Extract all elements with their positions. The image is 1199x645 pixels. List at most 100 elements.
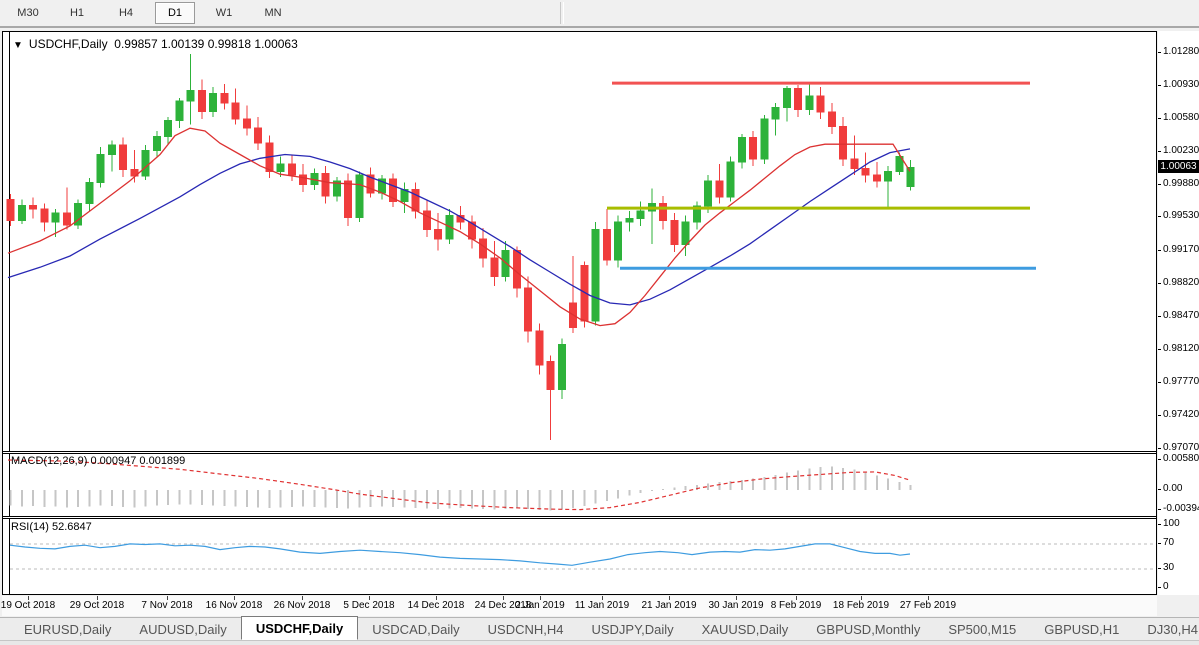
timeframe-button-h1[interactable]: H1	[69, 7, 85, 19]
tab-dj30-h4[interactable]: DJ30,H4	[1147, 622, 1198, 637]
tab-eurusd-daily[interactable]: EURUSD,Daily	[24, 622, 112, 637]
date-label: 16 Nov 2018	[205, 600, 263, 611]
macd-histogram-bar	[257, 490, 259, 508]
chart-window[interactable]: ▼ USDCHF,Daily 0.99857 1.00139 0.99818 1.…	[2, 31, 1157, 595]
macd-histogram-bar	[77, 490, 79, 508]
candle	[141, 150, 150, 177]
tab-usdcnh-h4[interactable]: USDCNH,H4	[487, 622, 564, 637]
macd-histogram-bar	[594, 490, 597, 504]
macd-pane[interactable]	[3, 454, 1156, 516]
macd-tick-label: 0.00	[1163, 483, 1183, 494]
macd-histogram-bar	[785, 472, 788, 490]
macd-histogram-bar	[20, 490, 23, 507]
rsi-pane[interactable]	[3, 519, 1156, 594]
timeframe-button-m30[interactable]: M30	[17, 7, 39, 19]
price-tick-label: 1.01280	[1163, 46, 1199, 57]
candle	[850, 158, 859, 170]
date-tick-mark	[861, 596, 862, 600]
price-tick-mark	[1158, 52, 1161, 53]
date-label: 29 Oct 2018	[69, 600, 125, 611]
macd-indicator-label: MACD(12,26,9) 0.000947 0.001899	[11, 455, 186, 467]
date-tick-mark	[540, 596, 541, 600]
tab-xauusd-daily[interactable]: XAUUSD,Daily	[701, 622, 789, 637]
macd-histogram-bar	[887, 478, 889, 490]
price-tick-mark	[1158, 85, 1161, 86]
date-tick-mark	[369, 596, 370, 600]
macd-histogram-bar	[54, 490, 57, 507]
time-scale-axis[interactable]: 19 Oct 2018 29 Oct 2018 7 Nov 2018 16 Nov 2…	[1, 596, 1157, 616]
timeframe-button-h4[interactable]: H4	[118, 7, 134, 19]
macd-histogram-bar	[279, 490, 282, 508]
rsi-line	[9, 543, 911, 566]
price-tick-mark	[1158, 184, 1161, 185]
date-tick-mark	[796, 596, 797, 600]
price-scale-axis[interactable]: 1.01280 1.00930 1.00580 1.00230 0.99880 0.995…	[1158, 31, 1199, 595]
chart-dropdown-icon[interactable]: ▼	[13, 40, 23, 51]
tab-usdchf-daily[interactable]: USDCHF,Daily	[240, 616, 359, 640]
date-tick-mark	[302, 596, 303, 600]
candle	[501, 249, 510, 278]
date-tick-mark	[436, 596, 437, 600]
price-tick-label: 0.98470	[1163, 310, 1199, 321]
candle	[175, 100, 184, 122]
pane-splitter[interactable]	[3, 516, 1156, 519]
status-strip	[0, 640, 1199, 645]
macd-histogram-bar	[144, 490, 147, 507]
macd-histogram-bar	[819, 467, 822, 490]
candle	[614, 221, 622, 261]
price-tick-mark	[1158, 151, 1161, 152]
tab-audusd-daily[interactable]: AUDUSD,Daily	[139, 622, 227, 637]
timeframe-button-d1[interactable]: D1	[155, 2, 195, 24]
candle	[670, 219, 679, 246]
macd-histogram-bar	[718, 482, 721, 490]
candle	[524, 287, 532, 332]
ma-slow-line	[7, 148, 911, 306]
macd-histogram-bar	[504, 490, 507, 510]
macd-histogram-bar	[875, 475, 878, 490]
candle	[839, 125, 847, 160]
macd-histogram-bar	[65, 490, 68, 508]
candle	[895, 155, 904, 172]
candle	[659, 202, 667, 221]
date-label: 7 Nov 2018	[141, 600, 193, 611]
macd-histogram-bar	[909, 485, 912, 490]
macd-histogram-bar	[155, 490, 158, 506]
candle	[546, 360, 555, 390]
date-tick-mark	[669, 596, 670, 600]
tab-usdjpy-daily[interactable]: USDJPY,Daily	[591, 622, 674, 637]
macd-histogram-bar	[662, 488, 664, 490]
chart-tab-bar: EURUSD,Daily AUDUSD,Daily USDCHF,Daily USDC…	[0, 616, 1199, 640]
tab-gbpusd-monthly[interactable]: GBPUSD,Monthly	[816, 622, 921, 637]
candle	[197, 90, 206, 112]
timeframe-button-mn[interactable]: MN	[264, 7, 282, 19]
macd-histogram-bar	[898, 482, 901, 490]
candle	[321, 172, 330, 197]
macd-histogram-bar	[774, 475, 777, 490]
date-tick-mark	[28, 596, 29, 600]
date-tick-mark	[503, 596, 504, 600]
candle	[51, 212, 60, 223]
price-pane[interactable]	[3, 32, 1156, 451]
candle	[220, 92, 229, 104]
date-tick-mark	[602, 596, 603, 600]
price-tick-mark	[1158, 283, 1161, 284]
date-tick-mark	[736, 596, 737, 600]
macd-histogram-bar	[223, 490, 226, 507]
candle	[74, 202, 82, 226]
macd-histogram-bar	[245, 490, 248, 508]
tab-gbpusd-h1[interactable]: GBPUSD,H1	[1044, 622, 1120, 637]
macd-histogram-bar	[763, 477, 766, 490]
tab-usdcad-daily[interactable]: USDCAD,Daily	[372, 622, 460, 637]
candle	[434, 229, 442, 240]
macd-histogram-bar	[358, 490, 361, 508]
price-tick-label: 0.99530	[1163, 210, 1199, 221]
price-tick-label: 0.97070	[1163, 442, 1199, 453]
macd-histogram-bar	[842, 467, 844, 490]
date-label: 30 Jan 2019	[708, 600, 764, 611]
macd-histogram-bar	[369, 490, 372, 508]
timeframe-button-w1[interactable]: W1	[215, 7, 233, 19]
pane-splitter[interactable]	[3, 451, 1156, 454]
candle	[130, 169, 139, 177]
tab-sp500-m15[interactable]: SP500,M15	[948, 622, 1017, 637]
macd-histogram-bar	[122, 490, 124, 508]
